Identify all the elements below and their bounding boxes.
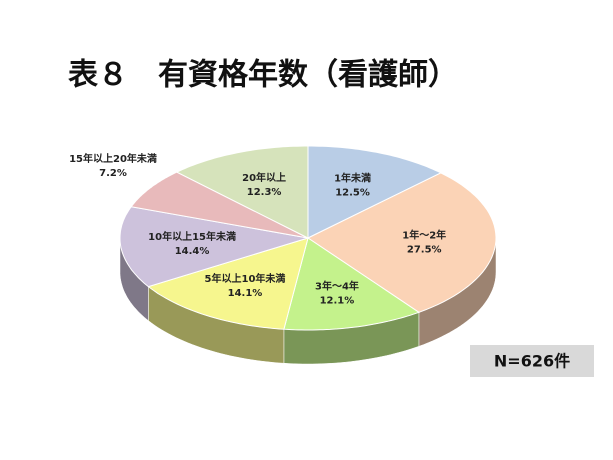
slice-label: 3年～4年	[315, 279, 359, 292]
value-label: 27.5%	[407, 244, 442, 255]
slice-label: 10年以上15年未満	[148, 230, 236, 243]
value-label: 14.1%	[228, 288, 263, 299]
value-label: 7.2%	[99, 168, 127, 179]
slice	[307, 172, 497, 313]
slice-label: 1年未満	[334, 171, 371, 184]
slice-label: 1年～2年	[402, 228, 446, 241]
slice	[175, 145, 309, 239]
value-label: 12.1%	[320, 295, 355, 306]
slice-label: 15年以上20年未満	[69, 152, 157, 165]
slice-label: 5年以上10年未満	[205, 272, 286, 285]
value-label: 12.5%	[335, 187, 370, 198]
chart-title: 表８ 有資格年数（看護師）	[68, 58, 458, 93]
slice	[130, 171, 309, 239]
annotation: N=626件	[494, 352, 570, 371]
slice	[147, 237, 309, 330]
slice	[283, 237, 421, 331]
slice	[307, 145, 442, 239]
value-label: 14.4%	[175, 246, 210, 257]
slice-label: 20年以上	[242, 171, 286, 184]
pie: 1年未満 12.5% 1年～2年 27.5% 3年～4年 12.1% 5年以上10年未満 14…	[69, 145, 497, 365]
slice	[119, 206, 309, 288]
annotation-box	[470, 345, 594, 377]
value-label: 12.3%	[247, 187, 282, 198]
